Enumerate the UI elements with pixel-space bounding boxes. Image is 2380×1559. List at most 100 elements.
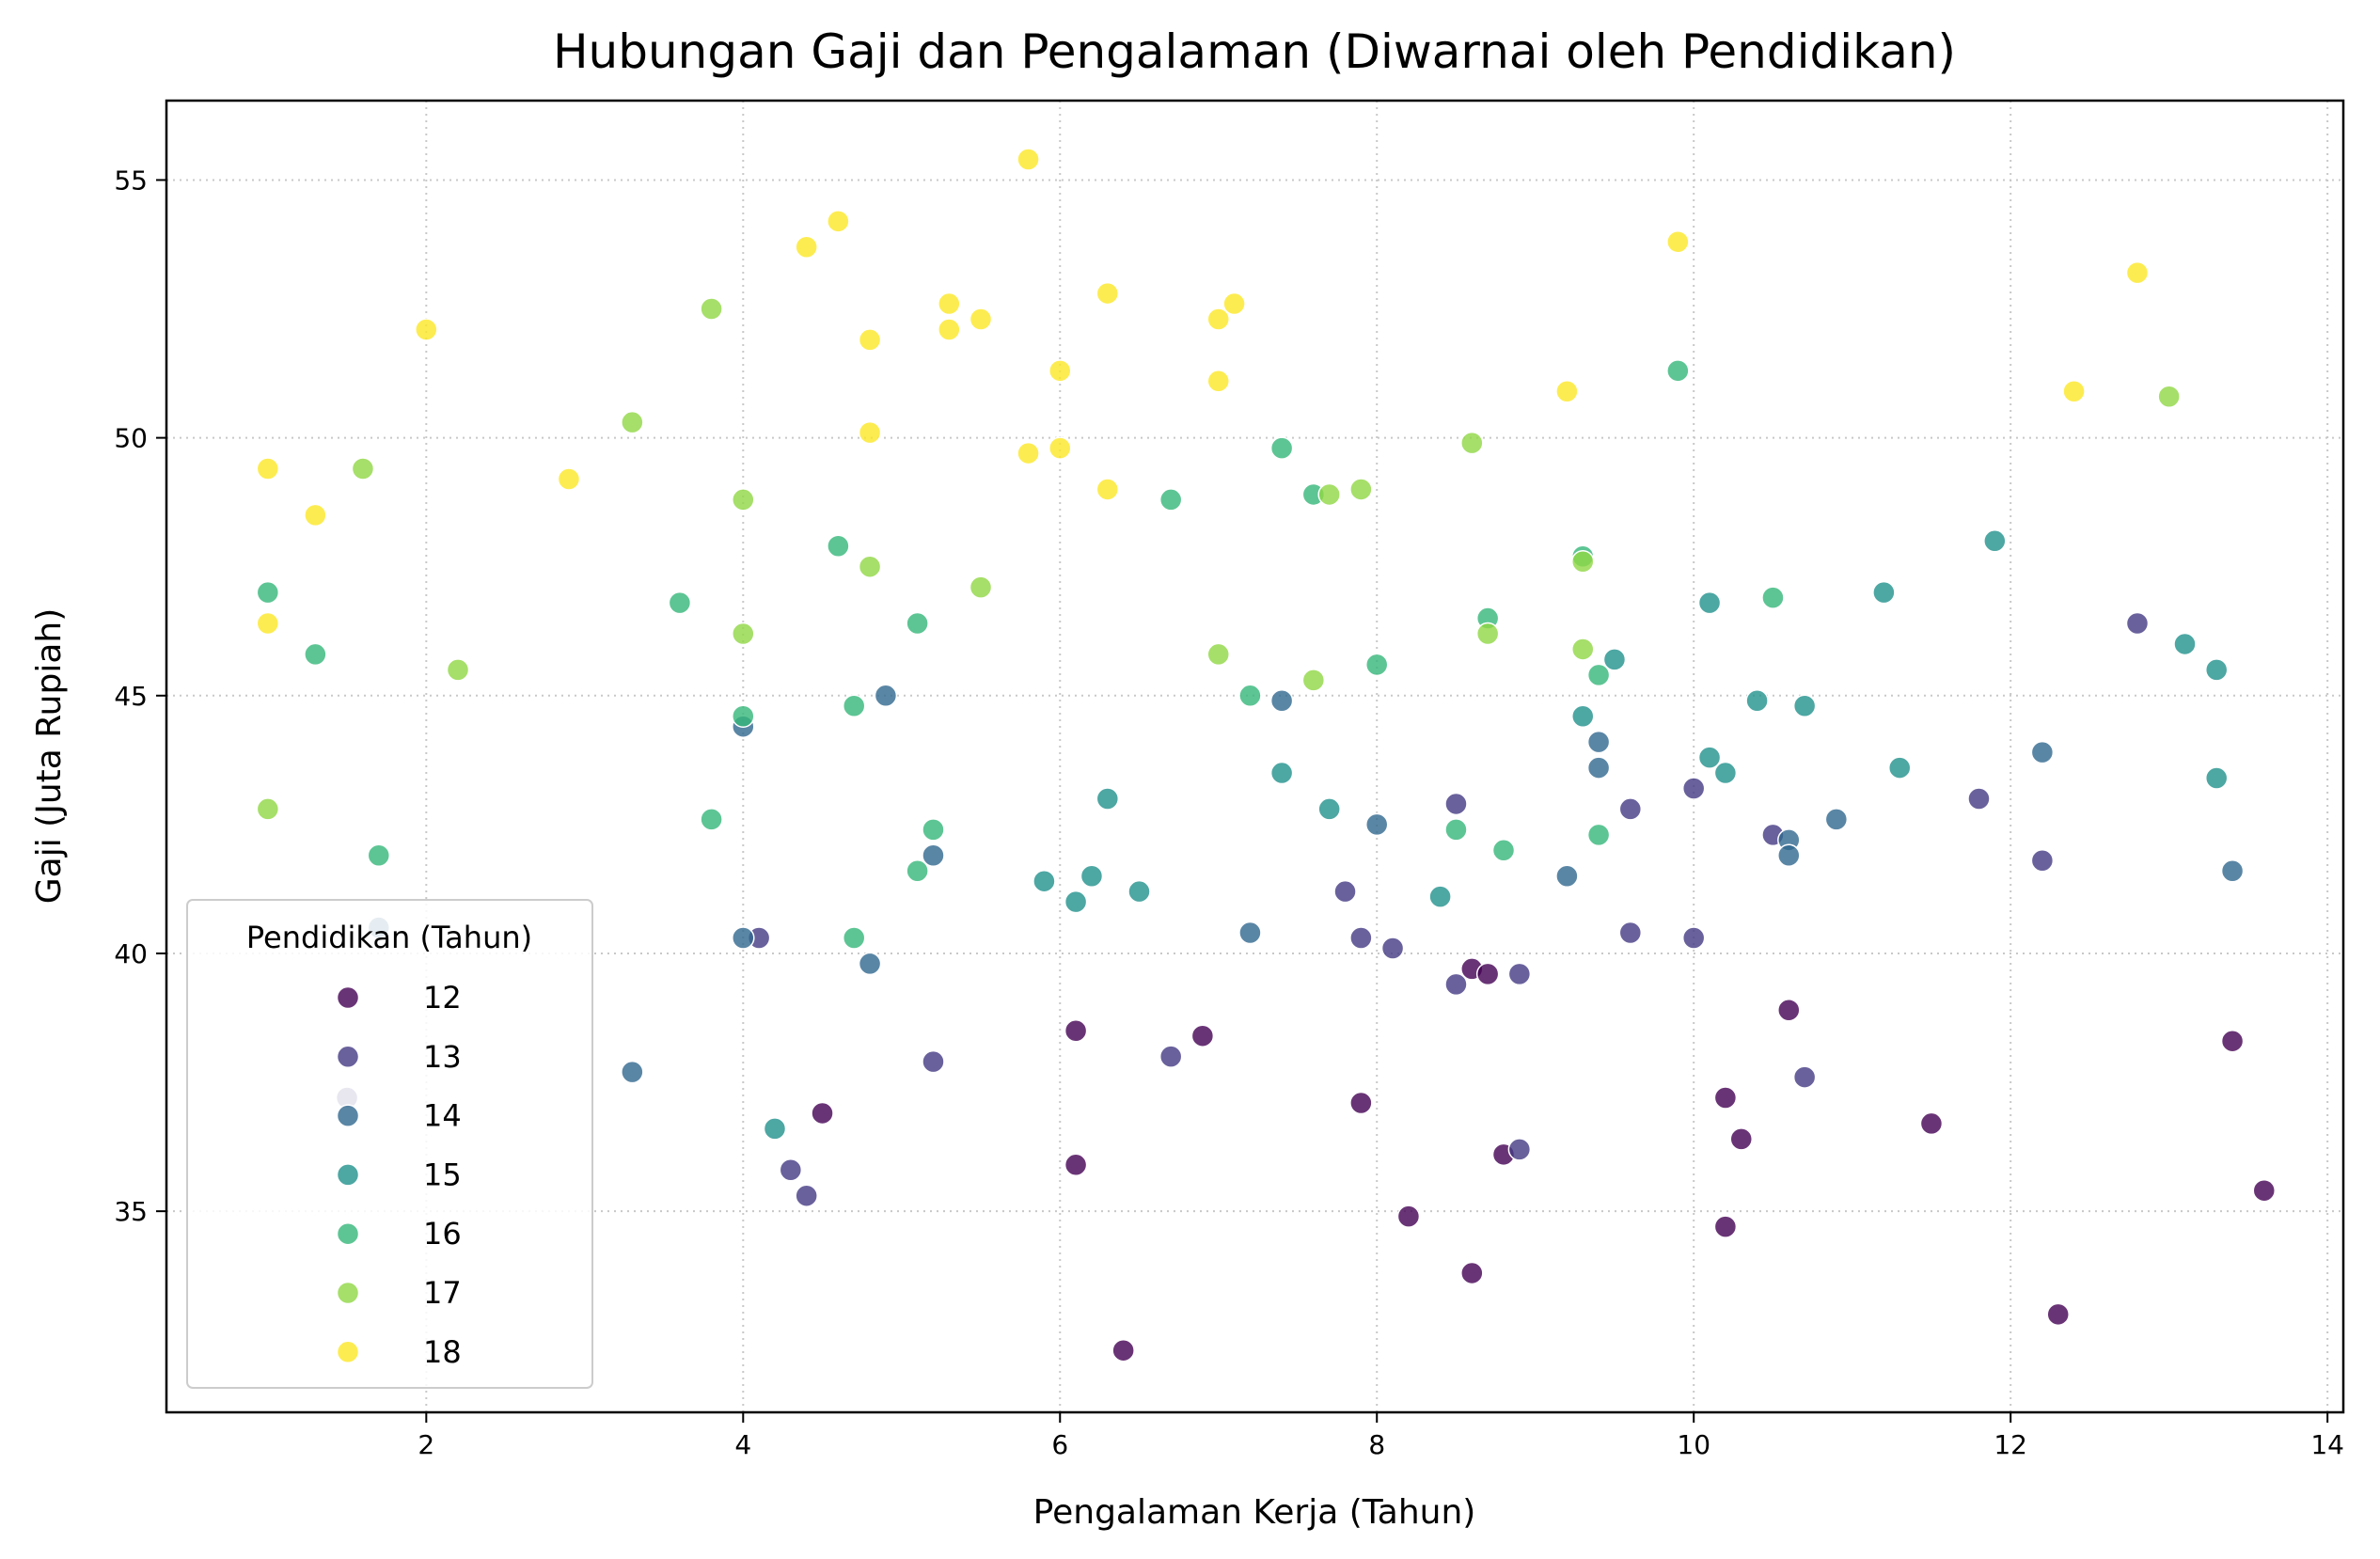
- data-point-edu-12: [1064, 1018, 1088, 1043]
- data-point-edu-14: [1269, 689, 1294, 713]
- data-point-edu-13: [1681, 926, 1706, 950]
- data-point-edu-16: [668, 591, 692, 615]
- legend-label: 15: [423, 1157, 462, 1192]
- data-point-edu-13: [1792, 1065, 1817, 1089]
- legend-label: 13: [423, 1039, 462, 1075]
- y-tick-label: 50: [114, 423, 148, 454]
- data-point-edu-13: [1507, 962, 1532, 986]
- data-point-edu-17: [446, 658, 470, 682]
- data-point-edu-13: [1507, 1138, 1532, 1161]
- data-point-edu-13: [922, 1049, 945, 1074]
- data-point-edu-12: [1713, 1086, 1738, 1110]
- data-point-edu-17: [1571, 549, 1595, 574]
- y-axis-label: Gaji (Juta Rupiah): [30, 608, 69, 905]
- legend-marker: [336, 1104, 360, 1127]
- data-point-edu-18: [1222, 291, 1246, 316]
- x-tick-label: 6: [1051, 1429, 1068, 1460]
- y-tick-label: 55: [114, 165, 148, 196]
- data-point-edu-12: [2220, 1029, 2245, 1053]
- data-point-edu-18: [415, 318, 438, 341]
- data-point-edu-18: [1095, 478, 1120, 501]
- data-point-edu-17: [969, 575, 993, 599]
- data-point-edu-18: [256, 457, 280, 480]
- data-point-edu-18: [1017, 148, 1040, 171]
- data-point-edu-17: [1460, 431, 1484, 455]
- data-point-edu-16: [732, 704, 755, 728]
- legend-label: 12: [423, 980, 462, 1016]
- data-point-edu-14: [858, 952, 882, 976]
- data-point-edu-17: [1301, 669, 1326, 692]
- data-point-edu-12: [1396, 1205, 1421, 1228]
- data-point-edu-16: [1586, 823, 1611, 847]
- legend-marker: [336, 985, 360, 1010]
- data-point-edu-16: [700, 808, 723, 831]
- data-point-edu-13: [1681, 777, 1706, 800]
- data-point-edu-13: [1349, 926, 1373, 950]
- y-tick-label: 35: [114, 1196, 148, 1227]
- data-point-edu-13: [1618, 797, 1643, 821]
- data-point-edu-12: [1111, 1338, 1135, 1362]
- data-point-edu-16: [1269, 436, 1294, 460]
- data-point-edu-14: [1555, 864, 1579, 888]
- data-point-edu-18: [304, 503, 327, 528]
- y-tick-label: 40: [114, 938, 148, 969]
- data-point-edu-15: [1095, 787, 1120, 811]
- data-point-edu-17: [732, 488, 755, 512]
- legend-marker: [336, 1340, 360, 1364]
- data-point-edu-14: [1777, 843, 1801, 868]
- data-point-edu-15: [1032, 869, 1056, 893]
- data-point-edu-13: [795, 1184, 818, 1207]
- data-point-edu-17: [621, 410, 644, 434]
- data-point-edu-12: [2046, 1302, 2070, 1327]
- data-point-edu-18: [1666, 229, 1690, 254]
- data-point-edu-13: [779, 1158, 803, 1182]
- y-tick-label: 45: [114, 681, 148, 712]
- data-point-edu-12: [811, 1101, 834, 1126]
- data-point-edu-15: [1064, 890, 1088, 914]
- data-point-edu-15: [1127, 879, 1151, 904]
- x-axis-label: Pengalaman Kerja (Tahun): [1033, 1493, 1476, 1532]
- data-point-edu-17: [2157, 385, 2181, 409]
- data-point-edu-12: [1064, 1153, 1088, 1177]
- data-point-edu-16: [367, 843, 391, 868]
- data-point-edu-17: [1349, 478, 1373, 501]
- data-point-edu-13: [1333, 879, 1357, 904]
- data-point-edu-13: [1444, 972, 1468, 997]
- data-point-edu-15: [1872, 580, 1896, 605]
- data-point-edu-15: [1080, 864, 1104, 888]
- data-point-edu-15: [1602, 648, 1627, 671]
- data-point-edu-15: [2204, 658, 2229, 682]
- data-point-edu-16: [827, 534, 850, 559]
- data-point-edu-18: [1095, 281, 1120, 306]
- data-point-edu-15: [1713, 761, 1738, 785]
- data-point-edu-15: [763, 1117, 787, 1141]
- data-point-edu-18: [938, 318, 961, 341]
- data-point-edu-16: [304, 642, 327, 667]
- data-point-edu-16: [842, 926, 866, 950]
- legend-box: [186, 899, 593, 1389]
- data-point-edu-14: [874, 684, 898, 708]
- data-point-edu-13: [1618, 921, 1643, 945]
- data-point-edu-12: [1713, 1215, 1738, 1238]
- data-point-edu-17: [700, 297, 723, 321]
- data-point-edu-13: [1967, 787, 1991, 811]
- data-point-edu-18: [1206, 307, 1230, 331]
- data-point-edu-12: [1919, 1111, 1944, 1136]
- x-tick-label: 8: [1368, 1429, 1385, 1460]
- data-point-edu-17: [351, 457, 375, 480]
- plot-frame: [165, 99, 2345, 1414]
- data-point-edu-14: [732, 926, 755, 950]
- data-point-edu-14: [621, 1060, 644, 1084]
- data-point-edu-18: [1048, 359, 1072, 383]
- data-point-edu-16: [1238, 684, 1262, 708]
- data-point-edu-17: [1571, 638, 1595, 661]
- data-point-edu-17: [858, 555, 882, 578]
- data-point-edu-15: [1745, 689, 1769, 713]
- data-point-edu-18: [858, 328, 882, 352]
- legend-marker: [336, 1163, 360, 1187]
- data-point-edu-17: [1206, 642, 1230, 667]
- data-point-edu-15: [1697, 746, 1722, 769]
- data-point-edu-15: [1317, 797, 1341, 821]
- legend-label: 17: [423, 1275, 462, 1311]
- data-point-edu-18: [827, 210, 850, 233]
